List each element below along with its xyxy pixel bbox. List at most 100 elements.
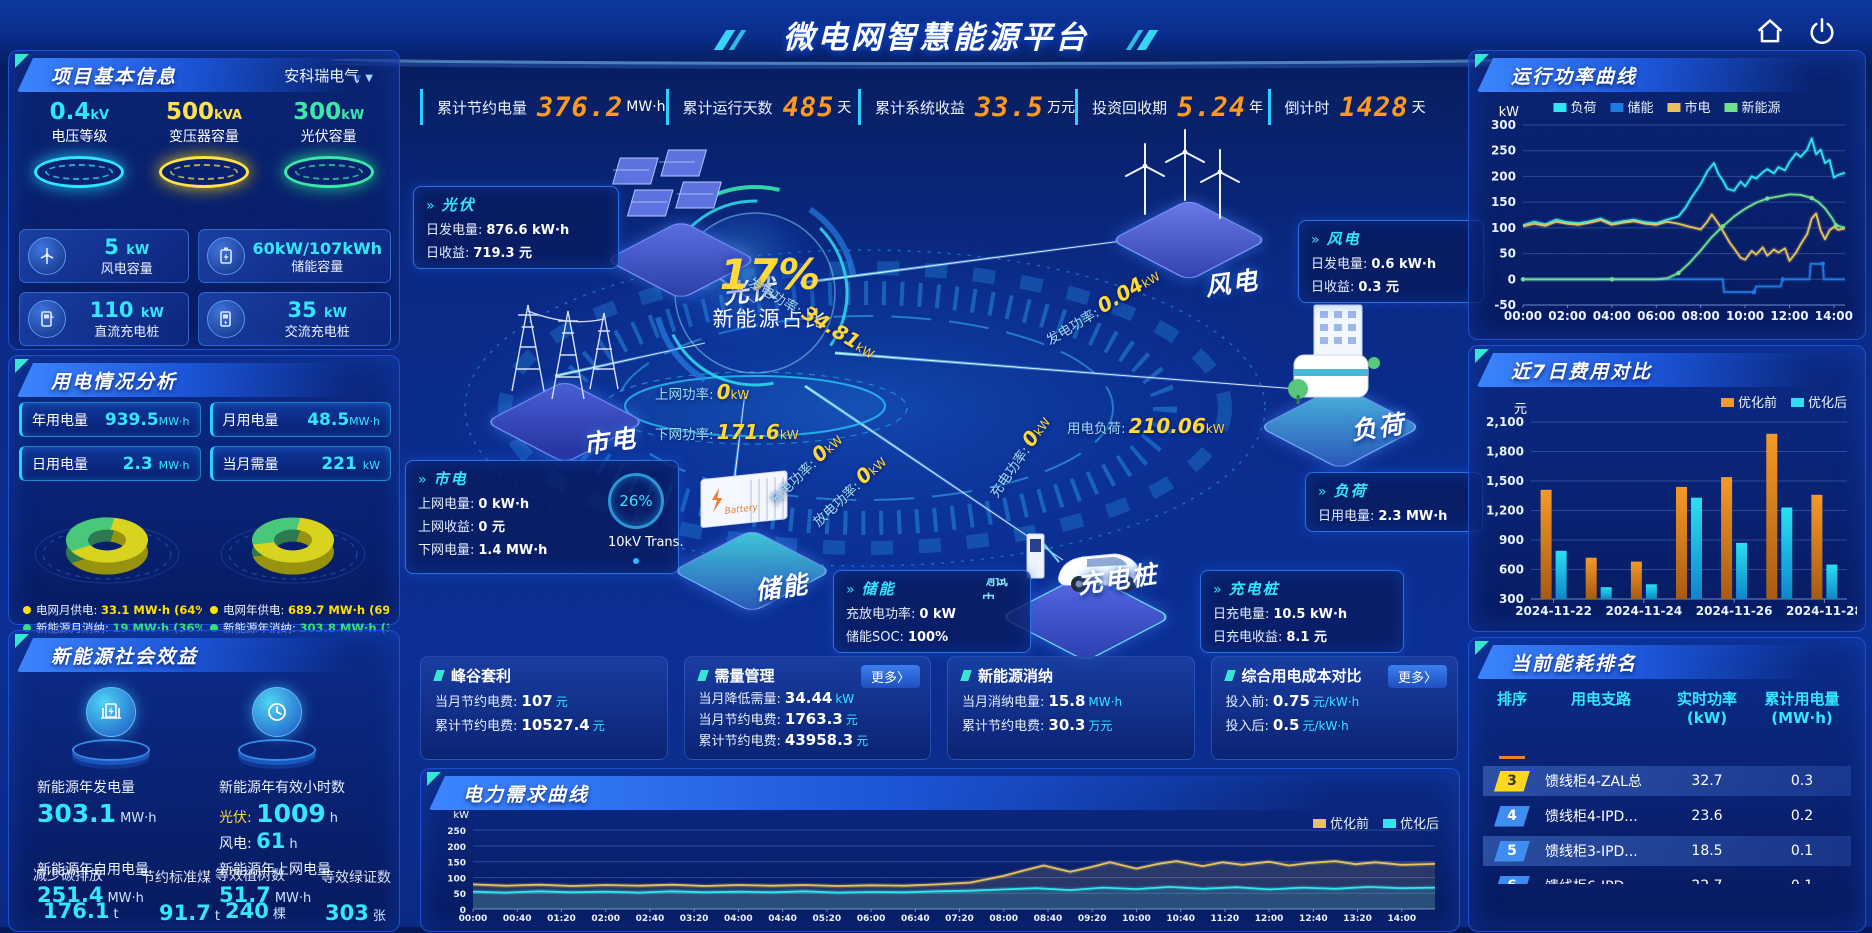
cost-compare-panel: 近7日费用对比 2,100 1,800 1,500 1,200 900 600 300 元 20…	[1468, 345, 1866, 632]
chevron-right-icon: »	[846, 582, 855, 598]
legend-dot-icon	[210, 606, 218, 614]
corner-accent-icon	[1475, 641, 1489, 655]
ranking-table-header: 排序 用电支路 实时功率 (kW) 累计用电量 (MW·h)	[1496, 690, 1840, 727]
svg-text:06:00: 06:00	[857, 914, 886, 924]
svg-text:元: 元	[1514, 402, 1527, 417]
month-supply-donut-chart	[19, 492, 199, 598]
svg-text:2024-11-24: 2024-11-24	[1605, 604, 1682, 618]
flow-load-power: 用电负荷: 210.06kW	[1067, 414, 1225, 438]
chip-day-usage: 日用电量 2.3 MW·h	[19, 446, 201, 481]
chevron-right-icon: »	[418, 472, 427, 488]
chart-legend: 优化前 优化后	[1720, 392, 1847, 411]
grid-node-label: 市电	[581, 423, 639, 460]
svg-text:2024-11-26: 2024-11-26	[1696, 604, 1773, 618]
pv-node[interactable]	[604, 148, 765, 300]
chart-legend: 负荷 储能 市电 新能源	[1553, 97, 1781, 116]
corner-accent-icon	[15, 54, 29, 68]
legend-item: 电网年供电: 689.7 MW·h (69%)	[210, 602, 389, 618]
load-node[interactable]	[1257, 303, 1423, 470]
svg-text:00:00: 00:00	[459, 914, 488, 924]
pedestal-ring-icon	[72, 739, 150, 761]
legend-item[interactable]: 优化前	[1720, 392, 1777, 411]
legend-item[interactable]: 优化前	[1312, 813, 1369, 832]
chevron-right-icon: »	[1213, 582, 1222, 598]
capacity-cards: 5 kW 风电容量 60kW/107kWh 储能容量 110 kW 直流充电桩 35 …	[19, 229, 391, 346]
tree-value: 240 棵	[225, 899, 286, 923]
table-row[interactable]: 4 馈线柜4-IPD... 23.6 0.2	[1483, 801, 1851, 831]
svg-text:12:00: 12:00	[1770, 309, 1808, 323]
stat-payback-period: 投资回收期 5.24 年	[1075, 89, 1267, 125]
podium-ring-icon	[283, 156, 374, 188]
power-icon[interactable]	[1806, 16, 1838, 48]
capacity-podiums: 0.4kV 电压等级 500kVA 变压器容量 300kW 光伏容量	[17, 99, 391, 188]
legend-item[interactable]: 储能	[1610, 97, 1654, 116]
svg-text:04:00: 04:00	[724, 914, 753, 924]
card-ac-charger: 35 kW 交流充电桩	[197, 292, 391, 346]
svg-text:2,100: 2,100	[1486, 415, 1524, 429]
panel-title: 项目基本信息	[51, 66, 178, 88]
home-icon[interactable]	[1754, 16, 1786, 48]
svg-text:300: 300	[1491, 118, 1516, 132]
svg-text:150: 150	[447, 859, 466, 869]
table-row[interactable]: 6 馈线柜6-IPD... 22.70.1	[1483, 871, 1851, 884]
legend-item[interactable]: 市电	[1667, 97, 1711, 116]
generation-pedestal	[51, 687, 171, 761]
corner-accent-icon	[15, 634, 29, 648]
ac-charger-icon	[206, 300, 245, 338]
demand-curve-panel: 电力需求曲线 250 200 150 100 50 0 kW 00:00 00:40 01:20 0…	[420, 768, 1460, 932]
more-button[interactable]: 更多〉	[860, 665, 920, 688]
podium-pv-capacity: 300kW 光伏容量	[266, 99, 391, 188]
svg-text:100: 100	[1491, 221, 1516, 235]
ranking-table-body: 3 馈线柜4-ZAL总 32.7 0.3 4 馈线柜4-IPD... 23.6 0.…	[1483, 766, 1851, 884]
table-row[interactable]: 5 馈线柜3-IPD... 18.5 0.1	[1483, 836, 1851, 866]
svg-text:50: 50	[1499, 247, 1516, 261]
storage-info-box: 测试中...» 储能 充放电功率: 0 kW 储能SOC: 100%	[833, 570, 1031, 653]
svg-text:150: 150	[1491, 195, 1516, 209]
panel-title: 用电情况分析	[51, 371, 178, 393]
svg-text:08:40: 08:40	[1034, 914, 1063, 924]
wind-node[interactable]	[1105, 118, 1270, 282]
svg-text:05:20: 05:20	[812, 914, 841, 924]
svg-text:900: 900	[1499, 533, 1524, 547]
more-button[interactable]: 更多〉	[1387, 665, 1447, 688]
rank-header-underline	[1499, 756, 1525, 759]
storage-node[interactable]: Battery	[671, 466, 833, 613]
chip-year-usage: 年用电量 939.5MW·h	[19, 402, 201, 437]
coal-value: 91.7 t	[159, 901, 220, 925]
legend-item[interactable]: 优化后	[1382, 813, 1439, 832]
grid-node[interactable]	[484, 293, 646, 464]
power-pylon-icon	[511, 304, 619, 400]
svg-text:06:00: 06:00	[1637, 309, 1675, 323]
svg-text:250: 250	[1491, 144, 1516, 158]
card-cost-comparison: 综合用电成本对比 更多〉 投入前: 0.75 元/kW·h 投入后: 0.5 元/kW·…	[1210, 656, 1458, 760]
svg-text:09:20: 09:20	[1078, 914, 1107, 924]
podium-transformer: 500kVA 变压器容量	[142, 99, 267, 188]
card-demand-management: 需量管理 更多〉 当月降低需量: 34.44 kW 当月节约电费: 1763.3 元 累…	[683, 656, 931, 760]
building-icon	[1288, 304, 1380, 404]
svg-text:07:20: 07:20	[945, 914, 974, 924]
company-select[interactable]: 安科瑞电气 ▼	[284, 67, 373, 85]
chevron-right-icon: »	[1311, 232, 1320, 248]
demand-curve-chart: 250 200 150 100 50 0 kW 00:00 00:40 01:20 02:00 02:…	[429, 810, 1449, 929]
panel-title: 近7日费用对比	[1511, 361, 1653, 383]
ev-info-box: » 充电桩 日充电量: 10.5 kW·h 日充电收益: 8.1 元	[1200, 570, 1404, 653]
table-row[interactable]: 3 馈线柜4-ZAL总 32.7 0.3	[1483, 766, 1851, 796]
panel-header: 新能源社会效益	[15, 634, 391, 672]
card-wind-capacity: 5 kW 风电容量	[19, 229, 189, 283]
svg-text:1,800: 1,800	[1486, 445, 1524, 459]
legend-item: 电网月供电: 33.1 MW·h (64%)	[23, 602, 202, 618]
svg-text:250: 250	[447, 827, 466, 837]
svg-text:1,500: 1,500	[1486, 474, 1524, 488]
usage-chips: 年用电量 939.5MW·h 月用电量 48.5MW·h 日用电量 2.3 MW·h …	[19, 402, 391, 481]
legend-item[interactable]: 新能源	[1724, 97, 1781, 116]
chevron-right-icon: »	[426, 198, 435, 214]
svg-text:300: 300	[1499, 592, 1524, 606]
panel-header: 项目基本信息 安科瑞电气 ▼	[15, 54, 391, 92]
legend-item[interactable]: 优化后	[1790, 392, 1847, 411]
svg-text:02:00: 02:00	[591, 914, 620, 924]
gen-label: 新能源年发电量	[37, 780, 135, 796]
svg-text:11:20: 11:20	[1211, 914, 1240, 924]
legend-item[interactable]: 负荷	[1553, 97, 1596, 116]
flow-feed-in: 上网功率: 0kW	[655, 380, 750, 404]
ev-charger-node[interactable]	[997, 508, 1173, 662]
